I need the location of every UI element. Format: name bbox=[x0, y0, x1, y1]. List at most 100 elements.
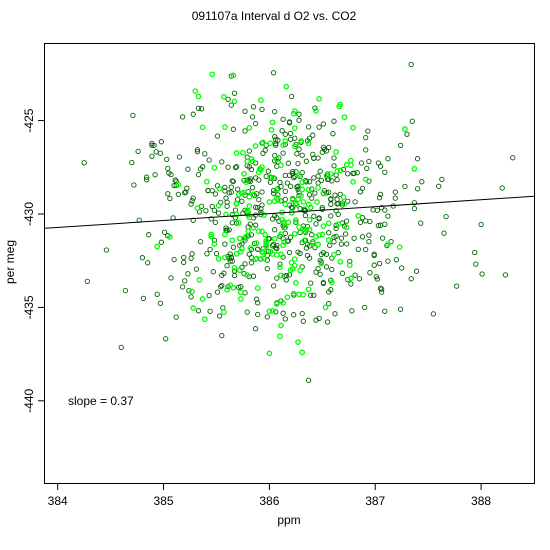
data-point-bright bbox=[299, 349, 306, 356]
data-point-dark bbox=[255, 311, 261, 318]
data-point-dark bbox=[367, 270, 373, 276]
data-point-bright bbox=[221, 309, 227, 315]
data-point-dark bbox=[304, 241, 311, 248]
data-point-bright bbox=[337, 167, 344, 174]
data-point-bright bbox=[277, 333, 283, 340]
data-point-dark bbox=[439, 176, 445, 183]
data-point-dark bbox=[392, 195, 398, 201]
data-point-bright bbox=[282, 138, 289, 144]
data-point-dark bbox=[308, 292, 314, 298]
data-point-dark bbox=[379, 235, 386, 241]
data-point-dark bbox=[277, 261, 283, 267]
data-point-dark bbox=[283, 272, 289, 279]
x-tick-label: 388 bbox=[471, 494, 491, 508]
data-point-dark bbox=[183, 189, 189, 195]
data-point-bright bbox=[325, 237, 332, 243]
data-point-dark bbox=[181, 254, 187, 261]
data-point-dark bbox=[288, 204, 295, 210]
data-point-dark bbox=[185, 271, 191, 277]
x-tick-label: 385 bbox=[154, 494, 174, 508]
data-point-dark bbox=[326, 144, 332, 151]
data-point-dark bbox=[342, 231, 349, 237]
data-point-dark bbox=[194, 147, 201, 153]
data-point-dark bbox=[282, 188, 288, 195]
data-point-dark bbox=[185, 166, 191, 172]
data-point-dark bbox=[286, 119, 293, 125]
data-point-bright bbox=[204, 178, 210, 185]
data-point-bright bbox=[273, 301, 280, 307]
data-point-dark bbox=[385, 258, 391, 264]
data-point-dark bbox=[165, 165, 171, 172]
data-point-dark bbox=[382, 169, 388, 175]
data-point-bright bbox=[263, 240, 270, 247]
data-point-dark bbox=[321, 187, 328, 194]
data-point-bright bbox=[244, 158, 251, 165]
data-point-bright bbox=[346, 262, 353, 269]
data-point-dark bbox=[280, 310, 286, 316]
data-point-dark bbox=[244, 309, 250, 315]
data-point-bright bbox=[195, 93, 202, 100]
data-point-bright bbox=[240, 149, 246, 156]
data-point-bright bbox=[154, 243, 161, 250]
data-point-bright bbox=[250, 191, 257, 198]
data-point-bright bbox=[237, 296, 244, 302]
x-axis: 384 385 386 387 388 bbox=[48, 483, 491, 508]
data-point-bright bbox=[268, 127, 275, 133]
data-point-dark bbox=[250, 104, 257, 110]
data-point-dark bbox=[197, 238, 204, 245]
data-point-bright bbox=[273, 156, 280, 162]
data-point-bright bbox=[313, 108, 319, 114]
data-point-dark bbox=[176, 154, 183, 160]
data-point-dark bbox=[207, 308, 213, 314]
data-point-bright bbox=[282, 201, 289, 208]
data-point-bright bbox=[231, 264, 238, 271]
data-point-dark bbox=[473, 261, 479, 267]
data-point-dark bbox=[275, 137, 281, 143]
data-point-dark bbox=[210, 269, 216, 275]
data-point-dark bbox=[252, 326, 259, 332]
data-point-bright bbox=[259, 248, 265, 255]
data-point-dark bbox=[472, 249, 478, 256]
data-point-dark bbox=[290, 168, 296, 175]
data-point-bright bbox=[167, 234, 173, 240]
data-point-dark bbox=[312, 244, 318, 251]
data-point-dark bbox=[392, 189, 398, 195]
data-point-bright bbox=[291, 230, 298, 237]
data-point-bright bbox=[201, 316, 208, 323]
data-point-dark bbox=[213, 250, 220, 257]
data-point-dark bbox=[376, 260, 383, 267]
data-point-bright bbox=[222, 254, 228, 261]
data-point-dark bbox=[280, 116, 286, 122]
data-point-bright bbox=[322, 304, 329, 311]
data-point-dark bbox=[301, 207, 307, 214]
data-point-bright bbox=[266, 350, 273, 357]
data-point-bright bbox=[267, 248, 274, 255]
data-point-dark bbox=[315, 173, 321, 179]
data-point-dark bbox=[364, 165, 370, 172]
data-point-dark bbox=[338, 235, 345, 241]
data-point-dark bbox=[411, 205, 418, 212]
data-point-bright bbox=[253, 255, 260, 262]
data-point-dark bbox=[363, 246, 369, 253]
data-point-dark bbox=[441, 230, 447, 236]
data-point-bright bbox=[216, 185, 223, 192]
data-point-dark bbox=[316, 216, 322, 222]
data-point-dark bbox=[188, 294, 194, 300]
data-point-bright bbox=[222, 124, 228, 130]
data-point-dark bbox=[308, 280, 314, 286]
data-point-dark bbox=[294, 151, 300, 157]
data-point-bright bbox=[291, 256, 298, 263]
data-point-bright bbox=[280, 300, 286, 306]
data-point-dark bbox=[200, 164, 206, 170]
data-point-dark bbox=[363, 147, 369, 153]
data-point-dark bbox=[365, 128, 371, 134]
slope-annotation: slope = 0.37 bbox=[68, 394, 134, 408]
data-point-bright bbox=[236, 267, 243, 274]
data-point-bright bbox=[221, 94, 227, 100]
data-point-bright bbox=[199, 124, 206, 131]
data-point-dark bbox=[223, 225, 229, 231]
data-point-bright bbox=[280, 242, 286, 249]
data-point-bright bbox=[194, 205, 201, 212]
data-point-bright bbox=[246, 193, 253, 200]
data-point-bright bbox=[209, 71, 216, 78]
